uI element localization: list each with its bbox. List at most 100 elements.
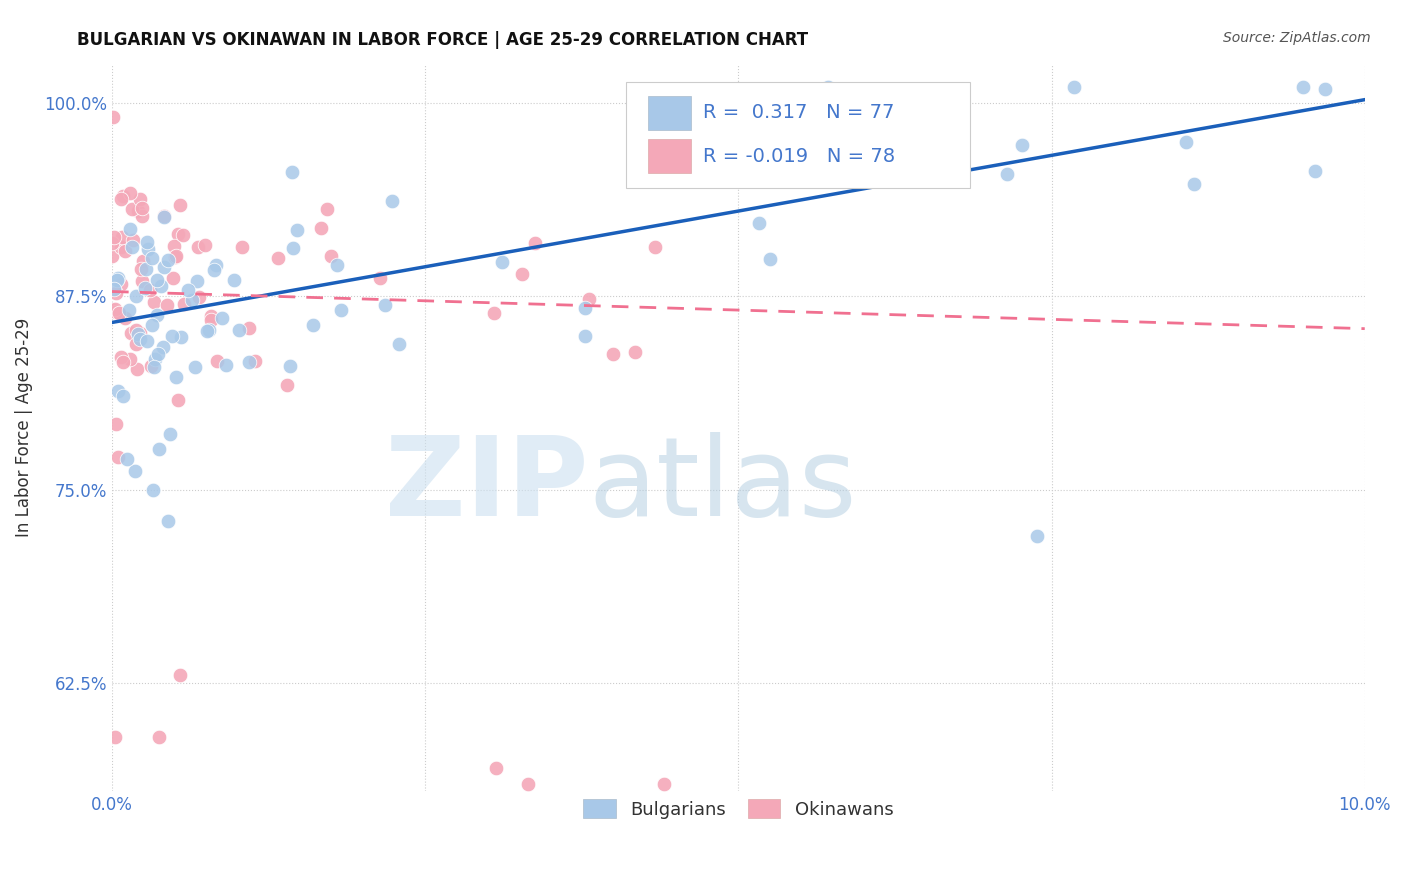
Point [388,337,411,351]
Point [118,352,141,367]
Point [510,267,533,281]
Point [200,310,222,324]
Point [311,221,333,235]
FancyBboxPatch shape [648,139,690,173]
Point [243,354,266,368]
Point [114,311,136,326]
Point [141,252,163,266]
Point [368,271,391,285]
Point [101,235,124,250]
Point [141,318,163,332]
Point [602,346,624,360]
Point [1315,82,1337,96]
Point [169,668,191,682]
Point [266,251,288,265]
Point [103,230,125,244]
Point [202,263,225,277]
Text: atlas: atlas [588,433,856,540]
Point [215,358,238,372]
Point [281,165,304,179]
Point [108,306,131,320]
Point [115,451,138,466]
Point [153,210,176,224]
Point [374,298,396,312]
Point [142,295,165,310]
Point [321,249,343,263]
Point [186,274,208,288]
Point [105,273,128,287]
Point [129,326,152,340]
Point [136,235,159,250]
Point [748,216,770,230]
Point [228,323,250,337]
Point [166,227,188,241]
Point [759,252,782,266]
Point [211,310,233,325]
Point [1182,178,1205,192]
Point [135,262,157,277]
Point [110,240,132,254]
Point [238,321,260,335]
Point [110,350,132,364]
Point [156,514,179,528]
Point [1011,137,1033,152]
Point [165,369,187,384]
Point [156,252,179,267]
Point [159,426,181,441]
Point [160,328,183,343]
Point [131,209,153,223]
Point [773,97,796,112]
Point [111,230,134,244]
Point [167,393,190,408]
Point [173,296,195,310]
Point [127,362,149,376]
Text: BULGARIAN VS OKINAWAN IN LABOR FORCE | AGE 25-29 CORRELATION CHART: BULGARIAN VS OKINAWAN IN LABOR FORCE | A… [77,31,808,49]
Point [129,332,152,346]
Point [523,236,546,251]
Point [205,353,228,368]
Point [197,323,219,337]
Point [181,293,204,308]
Point [121,202,143,216]
Point [224,273,246,287]
Point [103,303,125,318]
Point [110,277,132,291]
Point [104,730,127,744]
Point [101,249,124,263]
Point [107,450,129,464]
Point [132,253,155,268]
Point [330,302,353,317]
Point [491,255,513,269]
Point [176,283,198,297]
Point [1175,135,1198,149]
Point [623,344,645,359]
Point [107,384,129,399]
Point [153,260,176,275]
Point [104,305,127,319]
Point [142,483,165,497]
Point [118,302,141,317]
Point [118,221,141,235]
Point [146,347,169,361]
Point [278,359,301,373]
Point [148,442,170,456]
Point [142,359,165,374]
Point [276,378,298,392]
Point [197,324,219,338]
Legend: Bulgarians, Okinawans: Bulgarians, Okinawans [576,792,901,826]
Point [200,312,222,326]
Point [103,282,125,296]
Point [644,240,666,254]
Point [894,82,917,96]
Point [107,271,129,285]
Point [165,249,187,263]
Point [302,318,325,332]
Point [163,238,186,252]
Point [281,241,304,255]
Point [184,359,207,374]
Point [188,290,211,304]
Point [118,186,141,201]
Point [1026,529,1049,543]
Point [139,283,162,297]
Point [121,240,143,254]
